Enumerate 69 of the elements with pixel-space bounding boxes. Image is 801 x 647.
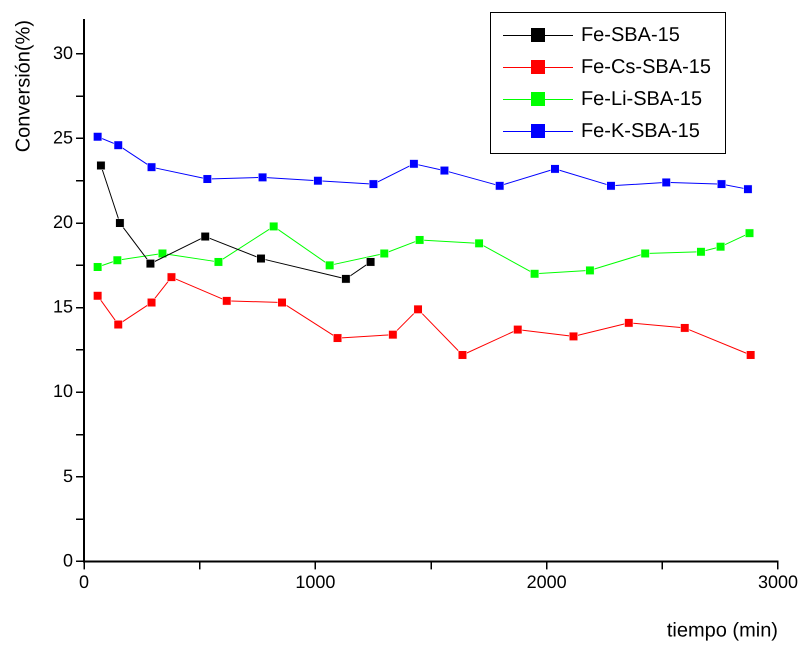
legend-label: Fe-SBA-15 xyxy=(580,24,680,46)
x-tick-label: 2000 xyxy=(526,572,567,592)
y-tick-label: 30 xyxy=(52,42,74,63)
point xyxy=(214,257,223,266)
point xyxy=(662,178,671,187)
point xyxy=(606,181,616,190)
point xyxy=(585,266,594,275)
point xyxy=(258,172,268,182)
point xyxy=(200,232,210,242)
point xyxy=(513,325,522,334)
point xyxy=(333,334,342,343)
point xyxy=(202,174,212,184)
y-tick-label: 15 xyxy=(52,296,74,317)
point xyxy=(680,323,690,332)
x-tick-label: 0 xyxy=(79,572,90,592)
point xyxy=(717,180,726,189)
point xyxy=(409,159,418,168)
y-tick-label: 20 xyxy=(52,212,74,232)
point xyxy=(716,242,726,252)
y-tick-label: 10 xyxy=(52,381,74,402)
x-tick-label: 3000 xyxy=(758,572,798,592)
point xyxy=(743,184,752,194)
point xyxy=(93,262,102,272)
legend-label: Fe-Li-SBA-15 xyxy=(580,88,702,110)
point xyxy=(158,248,167,258)
point xyxy=(341,274,350,284)
point xyxy=(366,257,376,266)
point xyxy=(96,161,106,170)
point xyxy=(746,350,756,360)
point xyxy=(624,318,634,328)
legend-label: Fe-Cs-SBA-15 xyxy=(580,56,711,78)
y-tick-label: 25 xyxy=(52,127,74,148)
point xyxy=(458,350,467,360)
y-axis-title: Conversión(%) xyxy=(12,20,35,152)
point xyxy=(696,247,706,256)
point xyxy=(147,162,156,172)
point xyxy=(530,269,540,278)
point xyxy=(256,254,266,264)
point xyxy=(440,166,449,176)
point xyxy=(325,260,334,270)
point xyxy=(745,228,754,238)
point xyxy=(147,298,156,308)
point xyxy=(93,132,102,142)
point xyxy=(313,176,322,186)
point xyxy=(93,291,102,300)
point xyxy=(550,164,560,174)
point xyxy=(278,298,287,308)
point xyxy=(222,296,232,306)
point xyxy=(415,235,424,244)
y-tick-label: 0 xyxy=(63,550,74,570)
point xyxy=(569,332,578,341)
point xyxy=(114,140,123,150)
point xyxy=(388,330,398,340)
x-tick-label: 1000 xyxy=(295,572,336,592)
point xyxy=(474,238,484,248)
point xyxy=(380,248,389,258)
point xyxy=(269,222,278,231)
point xyxy=(368,180,378,189)
point xyxy=(495,181,504,190)
legend-label: Fe-K-SBA-15 xyxy=(580,120,700,142)
point xyxy=(115,218,124,228)
point xyxy=(146,259,155,268)
point xyxy=(112,256,122,265)
x-axis-title: tiempo (min) xyxy=(666,620,778,642)
y-tick-label: 5 xyxy=(63,466,74,486)
point xyxy=(640,248,650,258)
point xyxy=(114,320,123,330)
point xyxy=(166,272,176,282)
point xyxy=(414,304,423,314)
